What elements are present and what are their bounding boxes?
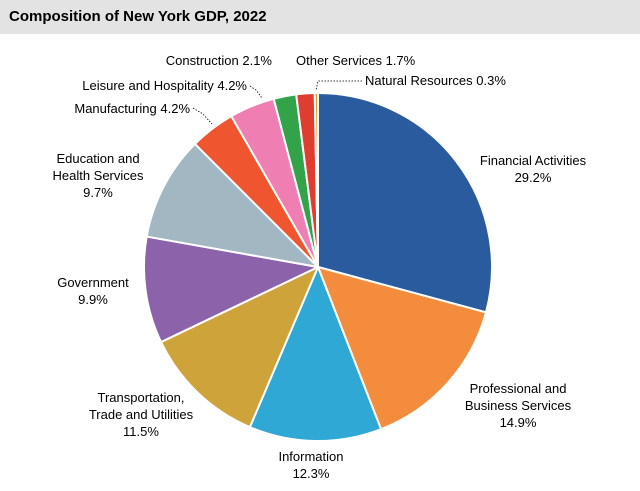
pie-slice-information — [248, 266, 383, 442]
slice-label: Leisure and Hospitality 4.2% — [82, 78, 247, 93]
pie-slice-education-and-health-services — [145, 142, 319, 268]
slice-label: Manufacturing 4.2% — [74, 101, 190, 116]
title-bar: Composition of New York GDP, 2022 — [0, 0, 640, 34]
pie-slice-government — [143, 235, 319, 344]
slice-label: Transportation, Trade and Utilities 11.5% — [89, 390, 194, 439]
leader-line — [192, 107, 213, 125]
pie-slice-transportation-trade-and-utilities — [160, 266, 319, 429]
slice-label: Construction 2.1% — [166, 53, 273, 68]
pie-slice-professional-and-business-services — [317, 266, 487, 431]
slice-label: Information 12.3% — [278, 449, 343, 481]
slice-label: Natural Resources 0.3% — [365, 73, 506, 88]
leader-line — [249, 85, 263, 99]
pie-slice-natural-resources — [313, 91, 319, 268]
slice-label: Education and Health Services 9.7% — [52, 151, 144, 200]
slice-label: Professional and Business Services 14.9% — [465, 381, 572, 430]
slice-label: Other Services 1.7% — [296, 53, 416, 68]
pie-slice-financial-activities — [317, 92, 493, 314]
chart-title: Composition of New York GDP, 2022 — [9, 8, 267, 25]
slice-label: Government 9.9% — [57, 275, 129, 307]
leader-line — [315, 80, 362, 91]
slice-label: Financial Activities 29.2% — [480, 153, 587, 185]
